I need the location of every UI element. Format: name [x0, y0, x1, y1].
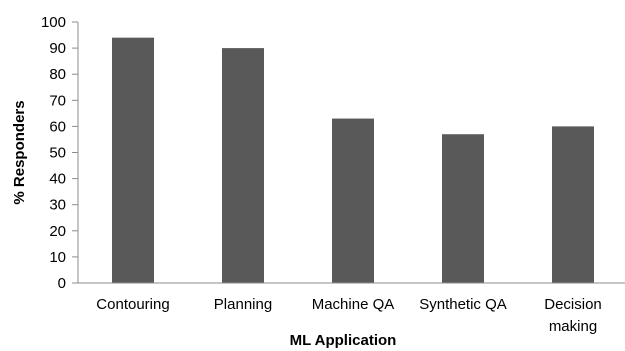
y-tick-label: 20 — [49, 223, 66, 240]
y-tick-label: 30 — [49, 197, 66, 214]
y-tick-label: 10 — [49, 249, 66, 266]
y-tick-label: 0 — [58, 275, 66, 292]
x-tick-label-line: Machine QA — [312, 296, 395, 313]
y-tick-label: 90 — [49, 40, 66, 57]
y-tick-label: 80 — [49, 66, 66, 83]
axes — [77, 22, 625, 284]
y-tick-label: 50 — [49, 145, 66, 162]
x-tick-label: Machine QA — [312, 296, 395, 313]
x-tick-label-line: Planning — [214, 296, 272, 313]
x-tick-label: Decision making — [544, 296, 602, 335]
bar-planning — [222, 48, 264, 283]
x-tick-label: Planning — [214, 296, 272, 313]
bar-synthetic-qa — [442, 134, 484, 283]
x-tick-label-line: Contouring — [96, 296, 169, 313]
y-tick-label: 100 — [41, 14, 66, 31]
bar-contouring — [112, 37, 154, 283]
bar-decision-making — [552, 126, 594, 284]
bar-machine-qa — [332, 118, 374, 283]
x-tick-label: Synthetic QA — [419, 296, 507, 313]
x-tick-label-line: Decision — [544, 296, 602, 313]
x-tick-label-line: Synthetic QA — [419, 296, 507, 313]
y-tick-label: 60 — [49, 118, 66, 135]
y-axis-ticks: 0 10 20 30 40 50 60 70 80 90 100 — [41, 14, 78, 292]
x-tick-label: Contouring — [96, 296, 169, 313]
y-axis-title: % Responders — [11, 100, 28, 204]
y-tick-label: 70 — [49, 92, 66, 109]
y-tick-label: 40 — [49, 171, 66, 188]
x-tick-label-line: making — [549, 318, 597, 335]
bars — [112, 37, 594, 284]
x-axis-title: ML Application — [290, 332, 397, 349]
x-axis-tick-labels: Contouring Planning Machine QA Synthetic QA… — [96, 296, 601, 335]
